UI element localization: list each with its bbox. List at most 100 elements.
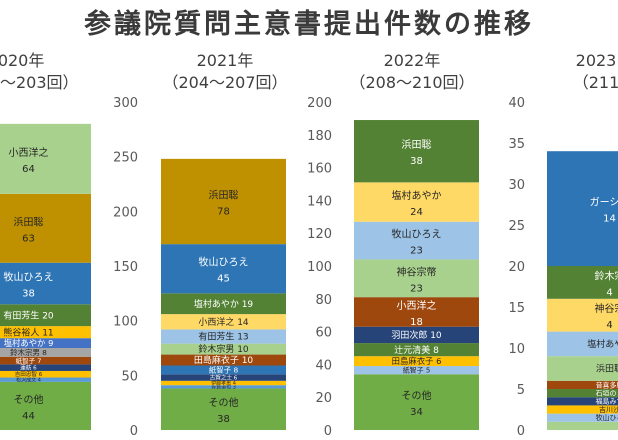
segment-value-label: 4 <box>606 320 612 331</box>
bar-segment <box>0 304 91 327</box>
bar-segment <box>547 380 618 389</box>
y-tick-label: 20 <box>508 260 525 275</box>
y-tick-label: 80 <box>315 293 332 308</box>
bar-segment <box>0 348 91 357</box>
panel-session-range: （200〜203回） <box>0 73 79 92</box>
y-tick-label: 15 <box>508 301 525 316</box>
bar-segment <box>547 266 618 299</box>
bar-segment <box>354 374 479 430</box>
segment-label: 鈴木宗男 10 <box>198 343 249 355</box>
segment-name-label: 小西洋之 <box>9 146 49 159</box>
segment-name-label: ガーシー <box>590 197 618 209</box>
segment-name-label: 牧山ひろえ <box>392 228 442 241</box>
segment-value-label: 23 <box>410 283 423 294</box>
segment-label: 有田芳生 20 <box>3 309 54 321</box>
segment-value-label: 45 <box>217 274 230 285</box>
bar-segment <box>0 338 91 348</box>
segment-label: 石垣のり <box>596 389 618 398</box>
y-tick-label: 5 <box>517 383 525 398</box>
bar-segment <box>354 120 479 183</box>
segment-name-label: 浜田聡 <box>209 188 239 201</box>
bar-segment <box>547 298 618 332</box>
segment-label: 塩村あや 3 <box>587 338 618 350</box>
bar-segment <box>354 356 479 367</box>
bar-segment <box>161 329 286 344</box>
y-tick-label: 100 <box>307 260 332 275</box>
segment-name-label: 神谷宗 <box>595 302 618 315</box>
segment-label: 浜田聡 <box>596 363 618 375</box>
segment-label: 紙智子 8 <box>209 364 239 374</box>
bar-segment <box>0 364 91 371</box>
y-tick-label: 150 <box>113 260 138 275</box>
segment-label: 伊藤孝恵 4 <box>211 380 236 387</box>
segment-name-label: 牧山ひろえ <box>4 270 54 283</box>
y-tick-label: 50 <box>121 369 138 384</box>
segment-label: 牧山ひろ <box>596 413 618 422</box>
bar-segment <box>161 365 286 375</box>
bar-segment <box>547 405 618 414</box>
bar-segment <box>0 123 91 194</box>
segment-name-label: 浜田聡 <box>402 138 432 151</box>
segment-label: 田島麻衣子 6 <box>392 356 442 366</box>
bar-segment <box>354 343 479 357</box>
segment-value-label: 38 <box>22 288 35 299</box>
bar-segment <box>354 366 479 375</box>
segment-label: 小西洋之 14 <box>198 316 249 328</box>
segment-label: 羽田次郎 10 <box>391 329 442 341</box>
segment-label: 音喜多駿 <box>596 380 618 389</box>
segment-label: 有田芳生 13 <box>198 331 248 343</box>
segment-label: 芳賀道也 3 <box>211 384 236 391</box>
segment-value-label: 44 <box>22 411 35 422</box>
segment-name-label: 小西洋之 <box>397 299 437 312</box>
segment-name-label: 鈴木宗 <box>595 269 618 282</box>
segment-value-label: 18 <box>410 317 423 328</box>
bar-segment <box>161 354 286 366</box>
segment-value-label: 63 <box>22 233 35 244</box>
bar-segment <box>0 193 91 263</box>
bar-segment <box>161 343 286 355</box>
panel-year-title: 2023 <box>576 51 617 70</box>
y-tick-label: 200 <box>307 96 332 111</box>
segment-value-label: 34 <box>410 407 423 418</box>
panel-year-title: 2021年 <box>197 51 254 70</box>
bar-segment <box>161 158 286 245</box>
y-tick-label: 160 <box>307 162 332 177</box>
y-tick-label: 0 <box>517 424 525 439</box>
y-tick-label: 0 <box>130 424 138 439</box>
panel-year-title: 2022年 <box>384 51 441 70</box>
y-tick-label: 35 <box>508 137 525 152</box>
panel-session-range: （208〜210回） <box>349 73 474 92</box>
bar-segment <box>161 314 286 330</box>
y-tick-label: 180 <box>307 129 332 144</box>
segment-label: 吉川沙 <box>599 406 618 414</box>
bar-segment <box>161 385 286 389</box>
segment-label: 辻元清美 8 <box>394 344 439 356</box>
y-tick-label: 40 <box>315 358 332 373</box>
segment-value-label: 14 <box>603 214 616 225</box>
segment-name-label: 神谷宗幣 <box>397 265 437 278</box>
bar-segment <box>547 151 618 266</box>
y-tick-label: 200 <box>113 205 138 220</box>
y-tick-label: 300 <box>113 96 138 111</box>
bar-segment <box>547 356 618 381</box>
y-tick-label: 140 <box>307 194 332 209</box>
bar-segment <box>0 377 91 382</box>
bar-segment <box>354 326 479 344</box>
y-tick-label: 10 <box>508 342 525 357</box>
segment-label: 松沢成文 4 <box>16 376 41 383</box>
bar-segment <box>0 262 91 305</box>
panel-year-title: 2020年 <box>0 51 44 70</box>
bar-segment <box>547 331 618 357</box>
y-tick-label: 60 <box>315 326 332 341</box>
segment-label: 紙智子 5 <box>403 366 431 375</box>
y-tick-label: 250 <box>113 151 138 166</box>
bar-segment <box>161 388 286 430</box>
segment-name-label: その他 <box>209 396 239 409</box>
bar-segment <box>354 259 479 298</box>
bar-segment <box>0 326 91 339</box>
segment-label: 鈴木宗男 8 <box>10 347 47 357</box>
y-tick-label: 0 <box>324 424 332 439</box>
segment-value-label: 23 <box>410 246 423 257</box>
bar-segment <box>354 221 479 260</box>
